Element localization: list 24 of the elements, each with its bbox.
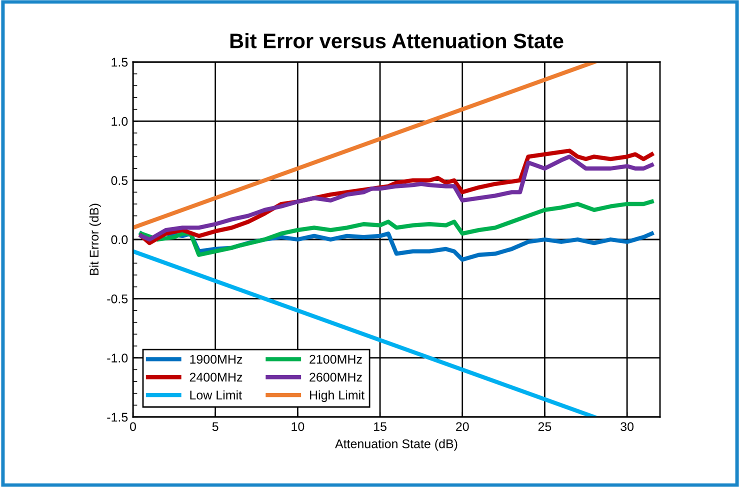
y-tick-label: 1.0 (112, 116, 128, 126)
legend-label: 2100MHz (310, 354, 362, 364)
y-tick-label: 1.5 (112, 58, 128, 67)
legend-label: 2600MHz (310, 372, 362, 382)
legend-label: High Limit (310, 390, 364, 402)
y-tick-label: -1.5 (107, 412, 128, 422)
y-tick-label: 0.5 (111, 176, 128, 185)
x-axis-title: Attenuation State (dB) (335, 439, 458, 451)
y-axis-title: Bit Error (dB) (89, 204, 102, 275)
y-tick-label: -0.5 (107, 294, 128, 304)
x-tick-label: 10 (292, 422, 304, 432)
x-tick-label: 25 (538, 422, 552, 432)
x-tick-label: 20 (456, 422, 469, 432)
line-series (139, 200, 654, 257)
x-tick-label: 15 (374, 422, 386, 432)
y-tick-label: 0.0 (111, 235, 128, 244)
legend-label: 2400MHz (190, 372, 242, 382)
y-tick-label: -1.0 (107, 354, 128, 362)
x-tick-label: 5 (212, 422, 218, 432)
legend-label: Low Limit (190, 390, 242, 400)
legend-label: 1900MHz (190, 354, 242, 364)
x-tick-label: 30 (620, 422, 634, 432)
x-tick-label: 0 (130, 422, 136, 432)
chart-title: Bit Error versus Attenuation State (230, 33, 564, 48)
